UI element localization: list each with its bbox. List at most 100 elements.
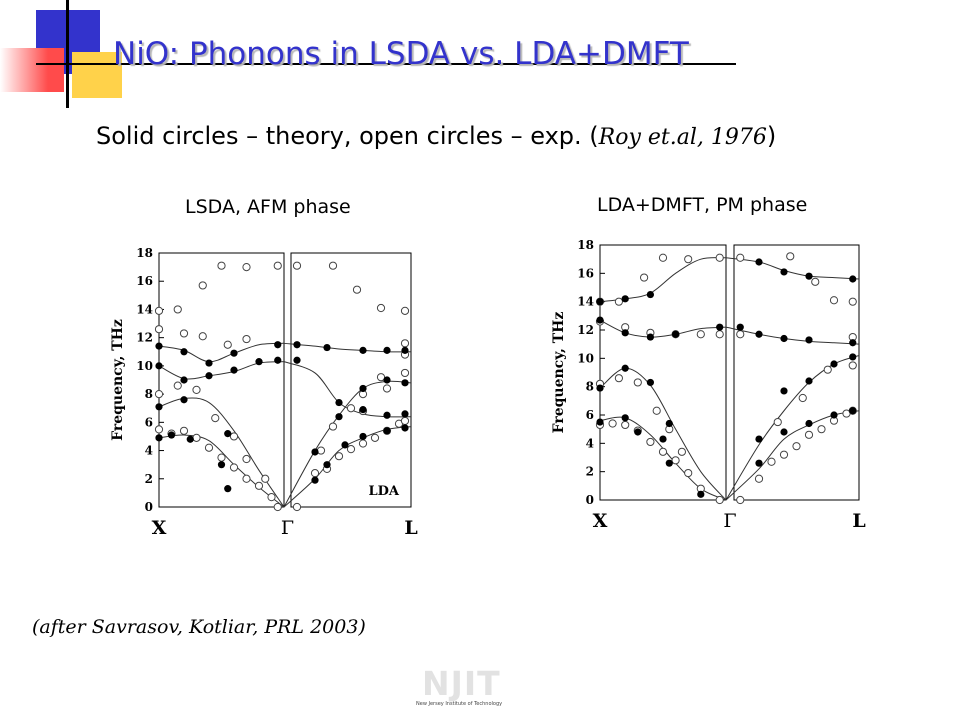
experiment-point xyxy=(334,452,344,461)
x-tick-label: L xyxy=(404,517,417,539)
experiment-point xyxy=(154,325,164,334)
subtitle-main-text: Solid circles – theory, open circles – e… xyxy=(96,122,599,150)
y-tick-label: 6 xyxy=(145,415,153,429)
experiment-point xyxy=(823,365,832,374)
branch-curve xyxy=(158,361,285,380)
theory-point xyxy=(323,461,331,469)
y-tick-label: 16 xyxy=(136,274,153,288)
theory-point xyxy=(293,356,301,364)
experiment-point xyxy=(173,305,182,314)
y-tick-label: 14 xyxy=(577,295,594,309)
experiment-point xyxy=(370,433,380,442)
theory-point xyxy=(359,406,367,414)
experiment-point xyxy=(292,502,302,512)
experiment-point xyxy=(273,261,282,270)
experiment-point xyxy=(179,329,189,338)
experiment-point xyxy=(715,330,724,339)
y-tick-label: 14 xyxy=(136,302,153,316)
branch-curve xyxy=(725,410,860,501)
subtitle-closing-paren: ) xyxy=(766,122,777,150)
y-tick-label: 6 xyxy=(586,408,594,422)
theory-point xyxy=(646,290,654,299)
experiment-point xyxy=(715,253,724,262)
experiment-point xyxy=(223,340,232,349)
experiment-point xyxy=(242,454,251,464)
theory-point xyxy=(383,346,391,354)
lsda-phonon-chart: 0 2 4 6 8 10 12 14 16 18 Frequency, THz X Γ L LDA xyxy=(110,246,418,539)
theory-point xyxy=(780,428,788,436)
experiment-point xyxy=(811,277,820,286)
theory-point xyxy=(755,459,763,467)
experiment-point xyxy=(658,447,668,456)
experiment-point xyxy=(736,330,745,339)
experiment-point xyxy=(773,417,782,427)
theory-point xyxy=(359,346,367,354)
theory-point xyxy=(621,414,629,422)
experiment-point xyxy=(198,281,207,290)
theory-point xyxy=(665,419,673,428)
experiment-point xyxy=(804,430,814,439)
branch-curve xyxy=(725,355,860,501)
theory-point xyxy=(335,398,343,407)
x-tick-label: Γ xyxy=(281,517,294,539)
theory-point xyxy=(359,384,367,393)
theory-point xyxy=(255,358,263,366)
experiment-point xyxy=(273,502,282,512)
theory-point xyxy=(755,258,763,266)
theory-point xyxy=(167,431,176,439)
experiment-point xyxy=(646,437,655,447)
experiment-point xyxy=(652,406,661,415)
experiment-point xyxy=(229,463,239,472)
experiment-point xyxy=(715,495,724,505)
theory-point xyxy=(180,376,188,384)
y-tick-label: 8 xyxy=(586,380,594,394)
branch-curve xyxy=(599,319,727,338)
experiment-point xyxy=(696,330,705,339)
experiment-point xyxy=(382,384,392,393)
y-tick-label: 12 xyxy=(136,331,153,345)
theory-point xyxy=(596,418,604,426)
y-tick-label: 18 xyxy=(136,246,153,260)
experiment-point xyxy=(328,261,338,270)
right-plot-caption: LDA+DMFT, PM phase xyxy=(597,194,808,216)
experiment-point xyxy=(254,481,264,490)
experiment-point xyxy=(671,456,680,465)
theory-point xyxy=(155,362,163,370)
experiment-point xyxy=(786,252,795,261)
left-panel-frame xyxy=(158,252,285,508)
experiment-point xyxy=(614,297,624,306)
experiment-point xyxy=(229,432,239,441)
theory-point xyxy=(311,448,319,456)
y-tick-label: 12 xyxy=(577,323,594,337)
y-tick-label: 2 xyxy=(586,465,594,479)
experiment-point xyxy=(608,419,617,428)
chart-annotation: LDA xyxy=(368,484,399,499)
experiment-point xyxy=(217,453,226,462)
experiment-point xyxy=(310,469,320,478)
experiment-point xyxy=(192,433,201,442)
theory-point xyxy=(805,336,813,344)
theory-point xyxy=(849,275,857,283)
experiment-point xyxy=(154,390,164,399)
theory-point xyxy=(401,410,409,418)
experiment-point xyxy=(829,296,839,305)
experiment-point xyxy=(736,253,745,262)
experiment-point xyxy=(754,474,764,483)
experiment-point xyxy=(633,378,642,387)
theory-point xyxy=(736,323,744,331)
experiment-point xyxy=(242,263,251,272)
theory-point xyxy=(341,441,349,449)
experiment-point xyxy=(376,303,386,313)
deco-yellow-square xyxy=(72,52,122,98)
experiment-point xyxy=(346,404,356,413)
branch-curve xyxy=(725,326,860,345)
njit-logo-subtext: New Jersey Institute of Technology xyxy=(416,701,503,707)
experiment-point xyxy=(292,261,302,270)
njit-logo: NJIT New Jersey Institute of Technology xyxy=(412,664,512,712)
experiment-point xyxy=(684,468,693,478)
experiment-point xyxy=(267,493,276,502)
theory-point xyxy=(359,432,367,441)
theory-point xyxy=(323,343,331,352)
theory-point xyxy=(659,435,667,443)
experiment-point xyxy=(217,261,226,270)
